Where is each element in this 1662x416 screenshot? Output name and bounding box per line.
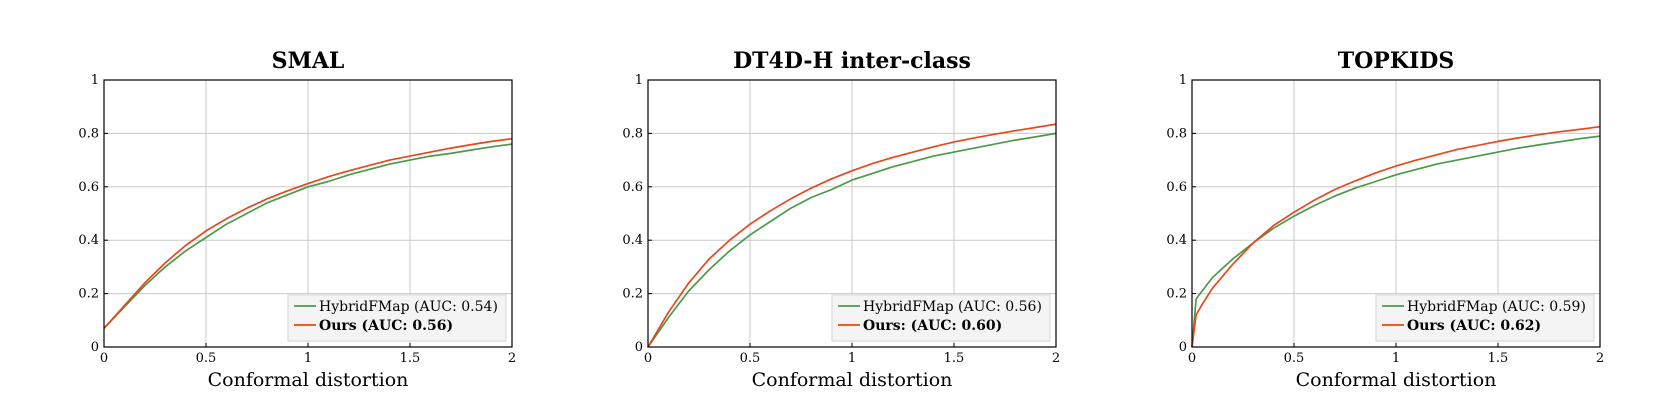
legend-box: [831, 294, 1051, 342]
x-tick-label: 1: [304, 351, 312, 366]
y-tick-label: 0.4: [622, 233, 643, 248]
y-tick-label: 0.2: [622, 287, 643, 302]
series-line-ours: [103, 137, 513, 329]
plot-topkids: 0 0.5 1 1.5 2 0 0.2 0.4 0.6 0.8 1 TOPKIDS Conformal …: [1166, 48, 1604, 391]
y-tick-label: 0.2: [78, 287, 99, 302]
legend: HybridFMap (AUC: 0.54) Ours (AUC: 0.56): [287, 294, 507, 342]
x-tick-label: 0.5: [740, 351, 761, 366]
y-tick-label: 0.8: [1166, 126, 1187, 141]
y-tick-label: 1: [635, 73, 643, 88]
x-axis-label: Conformal distortion: [208, 369, 409, 391]
x-tick-label: 1.5: [1488, 351, 1509, 366]
x-tick-label: 1: [848, 351, 856, 366]
series-line-ours: [647, 123, 1057, 348]
x-tick-label: 2: [508, 351, 516, 366]
x-tick-label: 0: [644, 351, 652, 366]
y-tick-label: 0.6: [622, 180, 643, 195]
x-tick-label: 2: [1052, 351, 1060, 366]
y-tick-label: 0: [1179, 340, 1187, 355]
x-tick-label: 1: [1392, 351, 1400, 366]
y-tick-label: 1: [1179, 73, 1187, 88]
x-tick-label: 1.5: [944, 351, 965, 366]
legend-label: Ours (AUC: 0.56): [319, 318, 453, 334]
x-tick-label: 0: [100, 351, 108, 366]
series-line-ours: [1191, 125, 1601, 348]
x-tick-label: 0: [1188, 351, 1196, 366]
x-axis-label: Conformal distortion: [1296, 369, 1497, 391]
y-tick-label: 0.6: [78, 180, 99, 195]
y-tick-label: 0: [91, 340, 99, 355]
y-tick-label: 0.2: [1166, 287, 1187, 302]
series-line-hybridfmap: [103, 143, 513, 329]
series-line-hybridfmap: [647, 132, 1057, 348]
plot-dt4d-h-inter-class: 0 0.5 1 1.5 2 0 0.2 0.4 0.6 0.8 1 DT4D-H inter-clas…: [622, 48, 1060, 391]
legend-label: Ours: (AUC: 0.60): [863, 318, 1002, 334]
y-tick-label: 0.8: [78, 126, 99, 141]
series-line-hybridfmap: [1191, 135, 1601, 348]
legend-label: HybridFMap (AUC: 0.54): [319, 299, 498, 315]
chart-title: DT4D-H inter-class: [733, 48, 971, 74]
x-tick-label: 1.5: [400, 351, 421, 366]
x-axis-label: Conformal distortion: [752, 369, 953, 391]
y-tick-label: 0.4: [78, 233, 99, 248]
chart-title: TOPKIDS: [1338, 48, 1454, 74]
x-tick-label: 0.5: [1284, 351, 1305, 366]
plot-smal: 0 0.5 1 1.5 2 0 0.2 0.4 0.6 0.8 1 SMAL Conformal dis…: [78, 48, 516, 391]
legend: HybridFMap (AUC: 0.56) Ours: (AUC: 0.60): [831, 294, 1051, 342]
legend: HybridFMap (AUC: 0.59) Ours (AUC: 0.62): [1375, 294, 1595, 342]
y-tick-label: 0: [635, 340, 643, 355]
legend-box: [287, 294, 507, 342]
y-tick-label: 0.8: [622, 126, 643, 141]
legend-label: Ours (AUC: 0.62): [1407, 318, 1541, 334]
chart-title: SMAL: [272, 48, 345, 74]
legend-label: HybridFMap (AUC: 0.56): [863, 299, 1042, 315]
y-tick-label: 1: [91, 73, 99, 88]
y-tick-label: 0.4: [1166, 233, 1187, 248]
x-tick-label: 0.5: [196, 351, 217, 366]
legend-box: [1375, 294, 1595, 342]
y-tick-label: 0.6: [1166, 180, 1187, 195]
legend-label: HybridFMap (AUC: 0.59): [1407, 299, 1586, 315]
x-tick-label: 2: [1596, 351, 1604, 366]
